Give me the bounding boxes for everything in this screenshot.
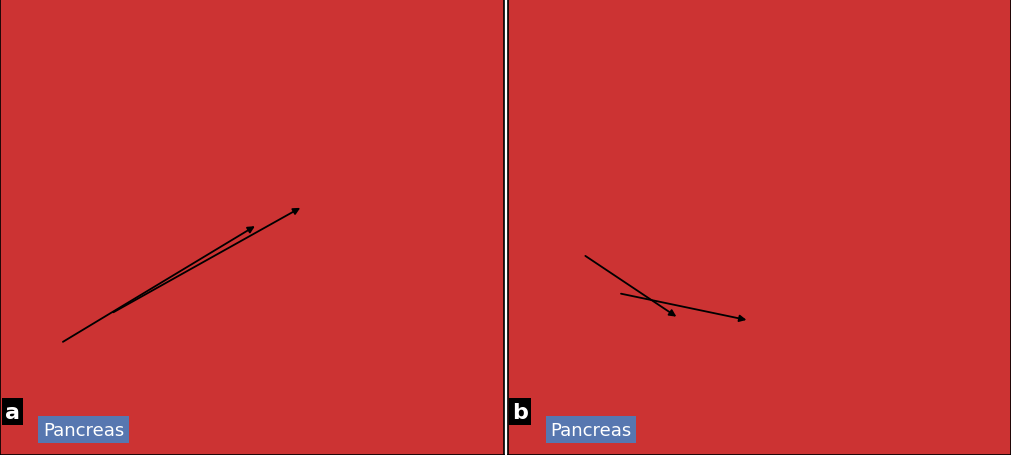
Text: b: b (513, 402, 528, 422)
Text: Pancreas: Pancreas (42, 421, 124, 439)
Text: a: a (5, 402, 20, 422)
Text: Pancreas: Pancreas (550, 421, 632, 439)
